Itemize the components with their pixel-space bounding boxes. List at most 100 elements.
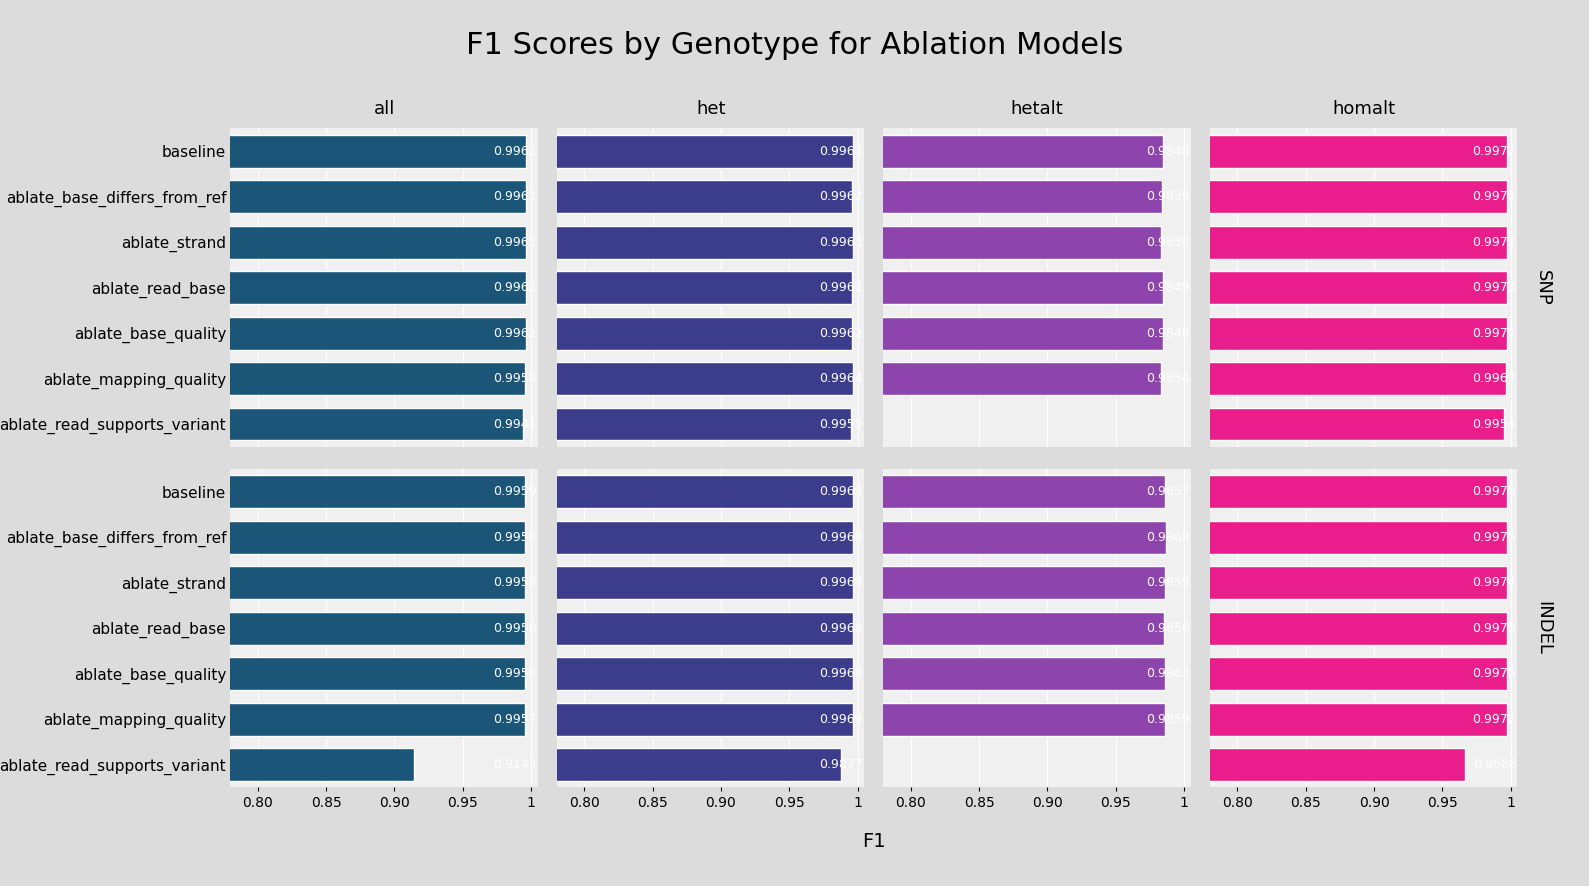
Text: 0.9955: 0.9955: [820, 417, 863, 431]
Text: SNP: SNP: [1533, 269, 1552, 306]
Text: 0.9962: 0.9962: [493, 281, 537, 294]
Bar: [145, 566, 1506, 599]
Text: 0.9972: 0.9972: [1473, 190, 1516, 203]
Text: 0.9972: 0.9972: [1473, 712, 1516, 726]
Bar: [0, 226, 526, 259]
Bar: [0, 703, 853, 735]
Text: 0.9666: 0.9666: [1473, 758, 1516, 771]
Bar: [0, 476, 1165, 508]
Text: 0.9962: 0.9962: [493, 327, 537, 339]
Bar: [0, 749, 841, 781]
Text: 0.9969: 0.9969: [820, 486, 863, 498]
Bar: [145, 612, 1508, 644]
Text: 0.9968: 0.9968: [820, 667, 863, 680]
Text: 0.9975: 0.9975: [1473, 531, 1516, 544]
Text: 0.9974: 0.9974: [1473, 576, 1516, 589]
Text: F1 Scores by Genotype for Ablation Models: F1 Scores by Genotype for Ablation Model…: [466, 31, 1123, 60]
Text: 0.9964: 0.9964: [820, 372, 863, 385]
Bar: [0, 181, 1162, 213]
Bar: [145, 362, 1506, 395]
Bar: [0, 476, 526, 508]
Text: 0.9975: 0.9975: [1473, 622, 1516, 634]
Text: 0.9954: 0.9954: [1473, 417, 1516, 431]
Text: all: all: [373, 99, 394, 118]
Bar: [0, 135, 853, 167]
Bar: [0, 521, 853, 554]
Text: 0.9856: 0.9856: [1146, 622, 1190, 634]
Text: 0.9963: 0.9963: [820, 236, 863, 249]
Bar: [0, 657, 1165, 690]
Text: 0.9962: 0.9962: [493, 144, 537, 158]
Bar: [0, 476, 853, 508]
Text: 0.9143: 0.9143: [493, 758, 537, 771]
Text: 0.9834: 0.9834: [1146, 372, 1190, 385]
Text: 0.9963: 0.9963: [820, 144, 863, 158]
Text: 0.9868: 0.9868: [1146, 531, 1190, 544]
Bar: [0, 657, 853, 690]
Bar: [0, 408, 852, 440]
Text: 0.9877: 0.9877: [820, 758, 863, 771]
Bar: [0, 271, 526, 304]
Text: 0.9857: 0.9857: [1146, 486, 1190, 498]
Bar: [0, 181, 852, 213]
Bar: [0, 271, 1163, 304]
Text: 0.9962: 0.9962: [493, 190, 537, 203]
Bar: [0, 317, 526, 349]
Bar: [0, 612, 853, 644]
Text: 0.9972: 0.9972: [1473, 236, 1516, 249]
Bar: [0, 703, 1165, 735]
Text: 0.9958: 0.9958: [493, 372, 537, 385]
Text: 0.9958: 0.9958: [493, 576, 537, 589]
Text: 0.9962: 0.9962: [820, 190, 863, 203]
Text: 0.9848: 0.9848: [1146, 327, 1190, 339]
Bar: [0, 612, 1165, 644]
Bar: [145, 408, 1505, 440]
Bar: [0, 135, 1163, 167]
Text: 0.9958: 0.9958: [493, 667, 537, 680]
Text: 0.9958: 0.9958: [493, 531, 537, 544]
Text: 0.9972: 0.9972: [1473, 327, 1516, 339]
Bar: [145, 749, 1465, 781]
Bar: [0, 703, 526, 735]
Bar: [145, 317, 1506, 349]
Bar: [145, 181, 1506, 213]
Bar: [0, 521, 1166, 554]
Bar: [145, 271, 1506, 304]
Text: 0.9962: 0.9962: [820, 327, 863, 339]
Text: 0.9959: 0.9959: [493, 486, 537, 498]
Bar: [145, 476, 1508, 508]
Text: 0.9968: 0.9968: [820, 622, 863, 634]
Bar: [0, 181, 526, 213]
Text: 0.9967: 0.9967: [1473, 372, 1516, 385]
Bar: [145, 521, 1508, 554]
Text: het: het: [696, 99, 726, 118]
Bar: [0, 362, 853, 395]
Text: 0.9859: 0.9859: [1146, 576, 1190, 589]
Bar: [145, 226, 1506, 259]
Text: 0.9975: 0.9975: [1473, 486, 1516, 498]
Text: 0.9849: 0.9849: [1146, 281, 1190, 294]
Bar: [0, 566, 853, 599]
Text: 0.9969: 0.9969: [820, 712, 863, 726]
Text: hetalt: hetalt: [1011, 99, 1063, 118]
Text: 0.9968: 0.9968: [820, 531, 863, 544]
Text: 0.9859: 0.9859: [1146, 712, 1190, 726]
Bar: [0, 362, 1162, 395]
Bar: [0, 566, 526, 599]
Bar: [0, 749, 413, 781]
Text: 0.9962: 0.9962: [820, 281, 863, 294]
Bar: [0, 657, 526, 690]
Text: 0.9863: 0.9863: [1146, 667, 1190, 680]
Bar: [0, 362, 526, 395]
Bar: [0, 226, 853, 259]
Bar: [0, 317, 1163, 349]
Bar: [0, 612, 526, 644]
Text: 0.9969: 0.9969: [820, 576, 863, 589]
Text: 0.9848: 0.9848: [1146, 144, 1190, 158]
Text: 0.9973: 0.9973: [1473, 281, 1516, 294]
Text: INDEL: INDEL: [1533, 602, 1552, 655]
Text: 0.9830: 0.9830: [1146, 236, 1190, 249]
Bar: [0, 226, 1162, 259]
Text: 0.9972: 0.9972: [1473, 144, 1516, 158]
Text: 0.9957: 0.9957: [493, 712, 537, 726]
